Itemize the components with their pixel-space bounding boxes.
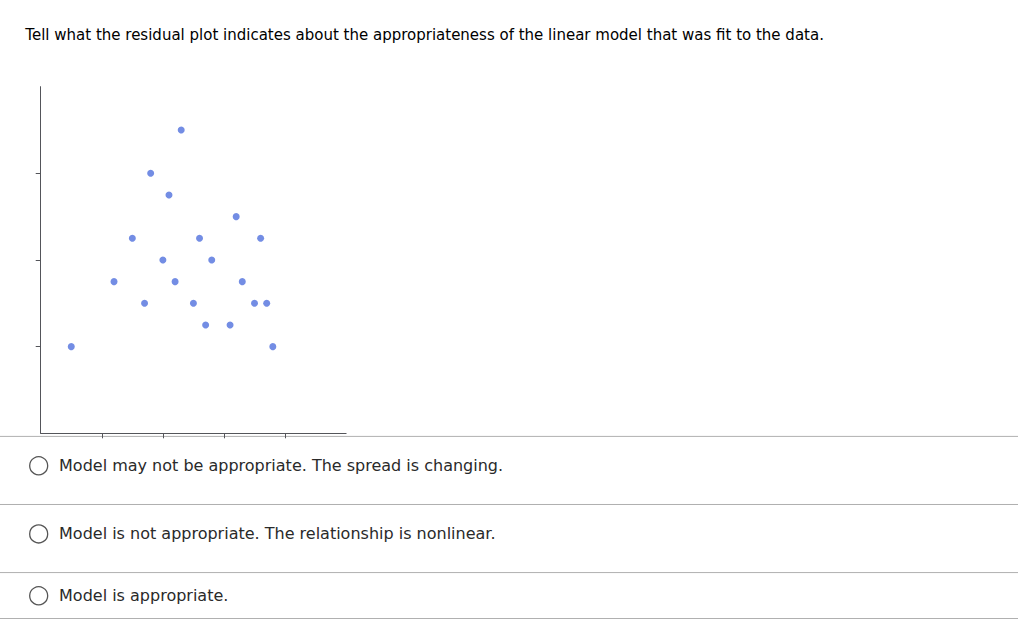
- svg-text:Model may not be appropriate.: Model may not be appropriate. The spread…: [59, 456, 503, 475]
- svg-text:Model is appropriate.: Model is appropriate.: [59, 586, 228, 605]
- svg-text:Model is not appropriate. The: Model is not appropriate. The relationsh…: [59, 524, 495, 543]
- svg-text:Tell what the residual plot in: Tell what the residual plot indicates ab…: [24, 26, 824, 44]
